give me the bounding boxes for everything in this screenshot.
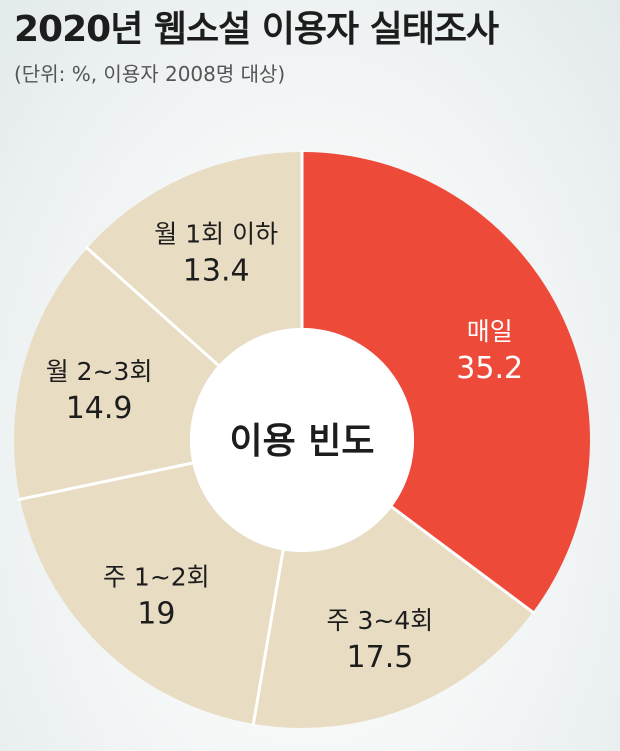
slice-label-1: 매일: [467, 317, 513, 346]
slice-label-2: 주 3~4회: [327, 606, 434, 635]
slice-value-3: 19: [137, 596, 175, 631]
slice-value-5: 13.4: [183, 253, 250, 288]
chart-header: 2020년 웹소설 이용자 실태조사 (단위: %, 이용자 2008명 대상): [14, 8, 610, 88]
donut-slice-3: [20, 463, 284, 724]
center-label: 이용 빈도: [229, 421, 374, 462]
slice-value-4: 14.9: [66, 391, 133, 426]
slice-label-3: 주 1~2회: [103, 562, 210, 591]
slice-separator-2: [389, 504, 536, 615]
donut-slice-5: [87, 152, 303, 366]
slice-label-5: 월 1회 이하: [154, 219, 278, 248]
donut-slice-2: [253, 506, 533, 729]
slice-value-1: 35.2: [456, 351, 523, 386]
donut-slice-4: [14, 248, 219, 500]
donut-slice-1: [302, 152, 591, 613]
chart-subtitle: (단위: %, 이용자 2008명 대상): [14, 62, 286, 86]
donut-center: [190, 328, 414, 552]
chart-title: 2020년 웹소설 이용자 실태조사: [14, 9, 499, 50]
slice-separator-4: [17, 461, 195, 502]
slice-value-2: 17.5: [347, 640, 414, 675]
slice-label-4: 월 2~3회: [46, 357, 153, 386]
slice-separator-5: [84, 245, 221, 368]
slice-separator-3: [251, 548, 285, 727]
